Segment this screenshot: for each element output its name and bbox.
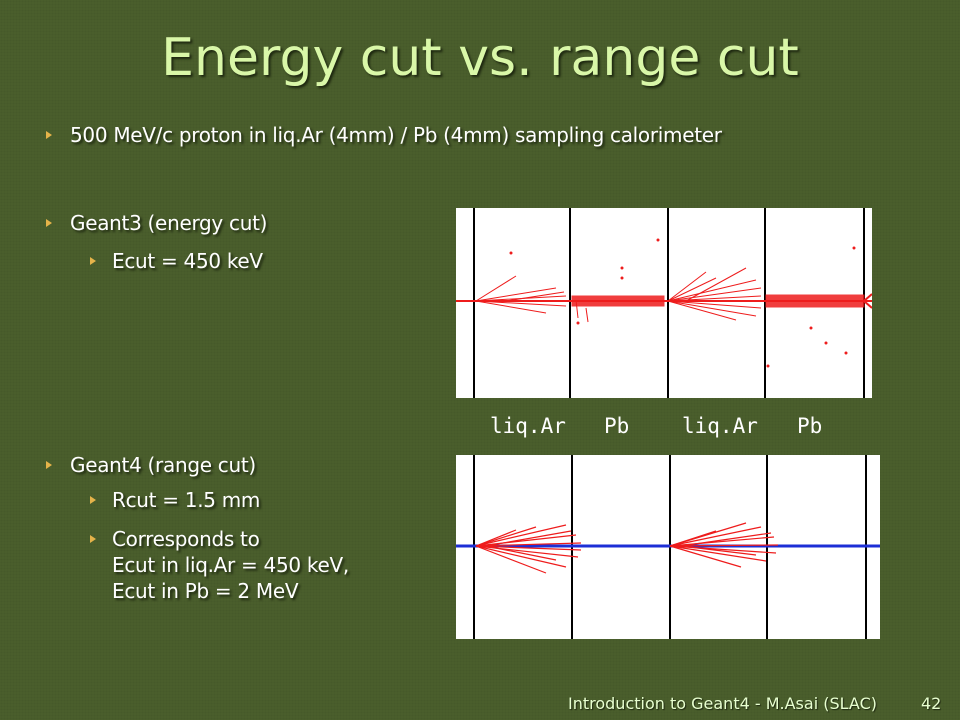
bullet-geant3: Geant3 (energy cut): [46, 210, 268, 236]
bullet-geant4-corr-line3: Ecut in Pb = 2 MeV: [112, 579, 299, 603]
bullet-geant3-text: Geant3 (energy cut): [70, 211, 268, 235]
bullet-arrow-icon: [46, 131, 52, 139]
bullet-arrow-icon: [46, 461, 52, 469]
geant3-tracks: [456, 238, 873, 368]
bullet-geant4: Geant4 (range cut): [46, 452, 256, 478]
layer-label: liq.Ar: [490, 414, 566, 438]
layer-label: Pb: [797, 414, 823, 438]
geant4-event-display: [456, 455, 880, 639]
bullet-geant3-ecut-text: Ecut = 450 keV: [112, 249, 263, 273]
geant4-showers: [475, 522, 779, 574]
slide-title: Energy cut vs. range cut: [161, 28, 799, 88]
bullet-arrow-icon: [90, 535, 96, 543]
layer-label: liq.Ar: [682, 414, 758, 438]
geant4-event-svg: [456, 455, 880, 639]
geant3-event-display: [456, 208, 873, 398]
footer-text: Introduction to Geant4 - M.Asai (SLAC): [568, 694, 877, 713]
bullet-arrow-icon: [90, 496, 96, 504]
bullet-intro: 500 MeV/c proton in liq.Ar (4mm) / Pb (4…: [46, 122, 722, 148]
bullet-geant4-corr-line2: Ecut in liq.Ar = 450 keV,: [112, 553, 349, 577]
bullet-geant4-corr: Corresponds to Ecut in liq.Ar = 450 keV,…: [90, 526, 349, 604]
bullet-geant3-ecut: Ecut = 450 keV: [90, 248, 263, 274]
bullet-geant4-corr-line1: Corresponds to: [112, 527, 260, 551]
bullet-geant4-text: Geant4 (range cut): [70, 453, 256, 477]
page-number: 42: [921, 694, 942, 713]
bullet-intro-text: 500 MeV/c proton in liq.Ar (4mm) / Pb (4…: [70, 123, 722, 147]
bullet-arrow-icon: [46, 219, 52, 227]
bullet-geant4-rcut: Rcut = 1.5 mm: [90, 487, 261, 513]
geant3-event-svg: [456, 208, 873, 398]
bullet-arrow-icon: [90, 257, 96, 265]
bullet-geant4-rcut-text: Rcut = 1.5 mm: [112, 488, 261, 512]
layer-labels: liq.Ar Pb liq.Ar Pb: [456, 414, 872, 444]
layer-label: Pb: [604, 414, 630, 438]
